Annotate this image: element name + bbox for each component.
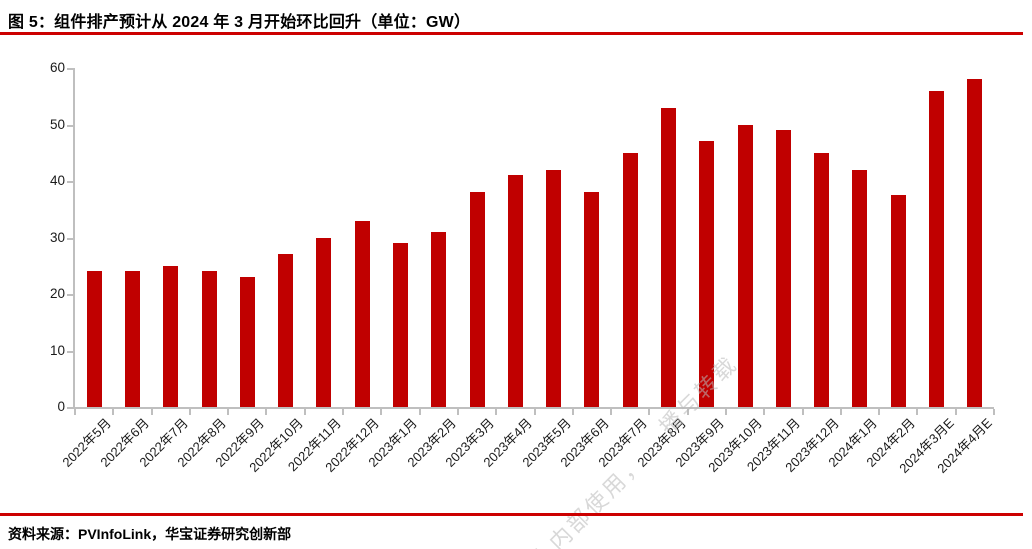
x-tick-mark <box>954 409 957 415</box>
x-tick-mark <box>993 409 995 415</box>
x-tick-mark <box>74 409 76 415</box>
bar <box>392 243 408 407</box>
x-tick-mark <box>456 409 459 415</box>
source-label: 资料来源： <box>8 526 78 542</box>
source-note: 资料来源：PVInfoLink，华宝证券研究创新部 <box>8 524 291 544</box>
y-tick-label: 50 <box>49 116 65 132</box>
bar <box>699 141 715 407</box>
y-tick-mark <box>67 294 73 296</box>
y-axis <box>73 68 75 409</box>
bar <box>469 192 485 407</box>
x-tick-mark <box>112 409 115 415</box>
bar <box>775 130 791 407</box>
bar <box>737 124 753 407</box>
bar <box>661 107 677 407</box>
y-tick-label: 0 <box>57 399 65 414</box>
bar <box>124 271 140 407</box>
y-tick-mark <box>67 124 73 127</box>
y-tick-label: 20 <box>49 286 65 301</box>
x-tick-mark <box>724 409 727 415</box>
x-tick-mark <box>150 409 153 415</box>
bar <box>546 169 562 407</box>
bar <box>278 254 294 407</box>
bar <box>86 271 102 407</box>
y-tick-label: 30 <box>49 229 65 245</box>
x-tick-mark <box>571 409 574 415</box>
y-tick-mark <box>67 237 73 240</box>
x-tick-mark <box>763 409 766 415</box>
x-axis <box>73 407 994 409</box>
y-tick-mark <box>67 350 73 353</box>
x-tick-mark <box>533 409 536 415</box>
bar <box>354 220 370 407</box>
bar <box>316 237 332 407</box>
x-tick-mark <box>342 409 345 415</box>
x-tick-mark <box>418 409 421 415</box>
title-rule <box>0 32 1023 35</box>
figure-title: 图 5：组件排产预计从 2024 年 3 月开始环比回升（单位：GW） <box>8 14 471 31</box>
y-tick-label: 10 <box>49 342 65 358</box>
y-tick-mark <box>67 68 73 70</box>
footer-rule <box>0 513 1023 516</box>
source-text: PVInfoLink，华宝证券研究创新部 <box>78 526 292 542</box>
bar <box>584 192 600 407</box>
x-tick-mark <box>648 409 651 415</box>
bar <box>163 265 179 407</box>
bar <box>814 152 830 407</box>
x-tick-mark <box>380 409 383 415</box>
x-tick-mark <box>227 409 230 415</box>
x-tick-mark <box>610 409 613 415</box>
y-tick-label: 60 <box>49 60 65 75</box>
bar <box>239 277 255 407</box>
x-tick-mark <box>188 409 191 415</box>
x-tick-mark <box>265 409 268 415</box>
y-tick-mark <box>67 407 73 409</box>
bar <box>967 79 983 407</box>
bar <box>929 90 945 407</box>
bar <box>201 271 217 407</box>
bar <box>890 195 906 407</box>
bar <box>431 231 447 407</box>
x-tick-mark <box>495 409 498 415</box>
x-tick-mark <box>916 409 919 415</box>
x-tick-mark <box>303 409 306 415</box>
x-tick-mark <box>801 409 804 415</box>
bar <box>622 152 638 407</box>
y-tick-label: 40 <box>49 173 65 188</box>
x-tick-mark <box>686 409 689 415</box>
x-tick-mark <box>839 409 842 415</box>
bar <box>507 175 523 407</box>
x-tick-mark <box>878 409 881 415</box>
y-tick-mark <box>67 181 73 183</box>
bar <box>852 169 868 407</box>
